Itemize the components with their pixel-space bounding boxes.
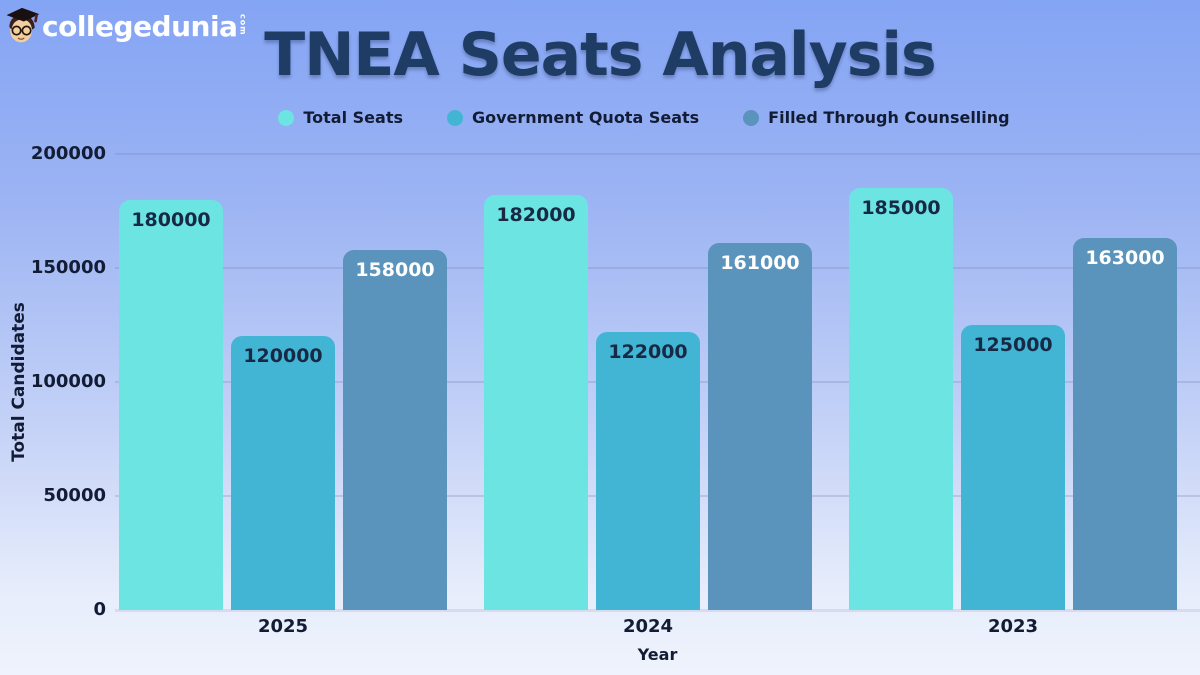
x-axis-line: [115, 609, 1200, 612]
legend-label: Filled Through Counselling: [768, 108, 1010, 127]
x-axis-title: Year: [637, 645, 678, 664]
bar: 120000: [231, 336, 335, 610]
bar-value-label: 161000: [720, 251, 800, 274]
y-tick-label: 0: [93, 599, 106, 620]
legend-swatch-icon: [743, 109, 760, 126]
page-title: TNEA Seats Analysis: [264, 20, 936, 90]
bar: 122000: [596, 331, 700, 610]
x-axis-ticks: 2025 2024 2023: [115, 616, 1200, 640]
legend-swatch-icon: [278, 109, 295, 126]
logo-text: collegedunia com: [42, 10, 247, 43]
y-tick-label: 200000: [30, 143, 106, 164]
logo: collegedunia com: [2, 4, 247, 48]
bar: 180000: [119, 199, 223, 610]
bar-value-label: 163000: [1085, 247, 1165, 270]
logo-tld: com: [238, 14, 248, 36]
legend-item: Total Seats: [278, 108, 403, 127]
bar-value-label: 120000: [243, 345, 323, 368]
legend-label: Government Quota Seats: [472, 108, 700, 127]
y-tick-label: 150000: [30, 257, 106, 278]
bar-value-label: 158000: [355, 258, 435, 281]
bar: 125000: [961, 325, 1065, 610]
y-tick-label: 100000: [30, 371, 106, 392]
y-axis-ticks: 0 50000 100000 150000 200000: [0, 143, 106, 620]
bar-value-label: 122000: [608, 340, 688, 363]
bar: 158000: [343, 249, 447, 610]
x-tick-label: 2025: [257, 616, 309, 637]
legend-item: Government Quota Seats: [447, 108, 699, 127]
bar-value-label: 180000: [131, 208, 211, 231]
legend-item: Filled Through Counselling: [743, 108, 1010, 127]
gridline: [115, 153, 1200, 155]
collegedunia-mascot-icon: [2, 4, 42, 48]
x-tick-label: 2024: [622, 616, 674, 637]
bar-value-label: 182000: [496, 204, 576, 227]
bar-value-label: 125000: [973, 334, 1053, 356]
bar-value-label: 185000: [861, 197, 941, 220]
gridline: [115, 267, 1200, 269]
bar: 161000: [708, 242, 812, 610]
bar: 185000: [849, 188, 953, 610]
legend-label: Total Seats: [303, 108, 403, 127]
bar: 182000: [484, 195, 588, 610]
legend: Total Seats Government Quota Seats Filled …: [0, 108, 1200, 127]
plot-area: 180000 120000 158000 182000 122000 161000 1850…: [115, 153, 1200, 612]
x-tick-label: 2023: [987, 616, 1039, 637]
logo-brand: collegedunia: [42, 10, 238, 43]
bar: 163000: [1073, 238, 1177, 610]
y-tick-label: 50000: [43, 485, 106, 506]
legend-swatch-icon: [447, 109, 463, 126]
